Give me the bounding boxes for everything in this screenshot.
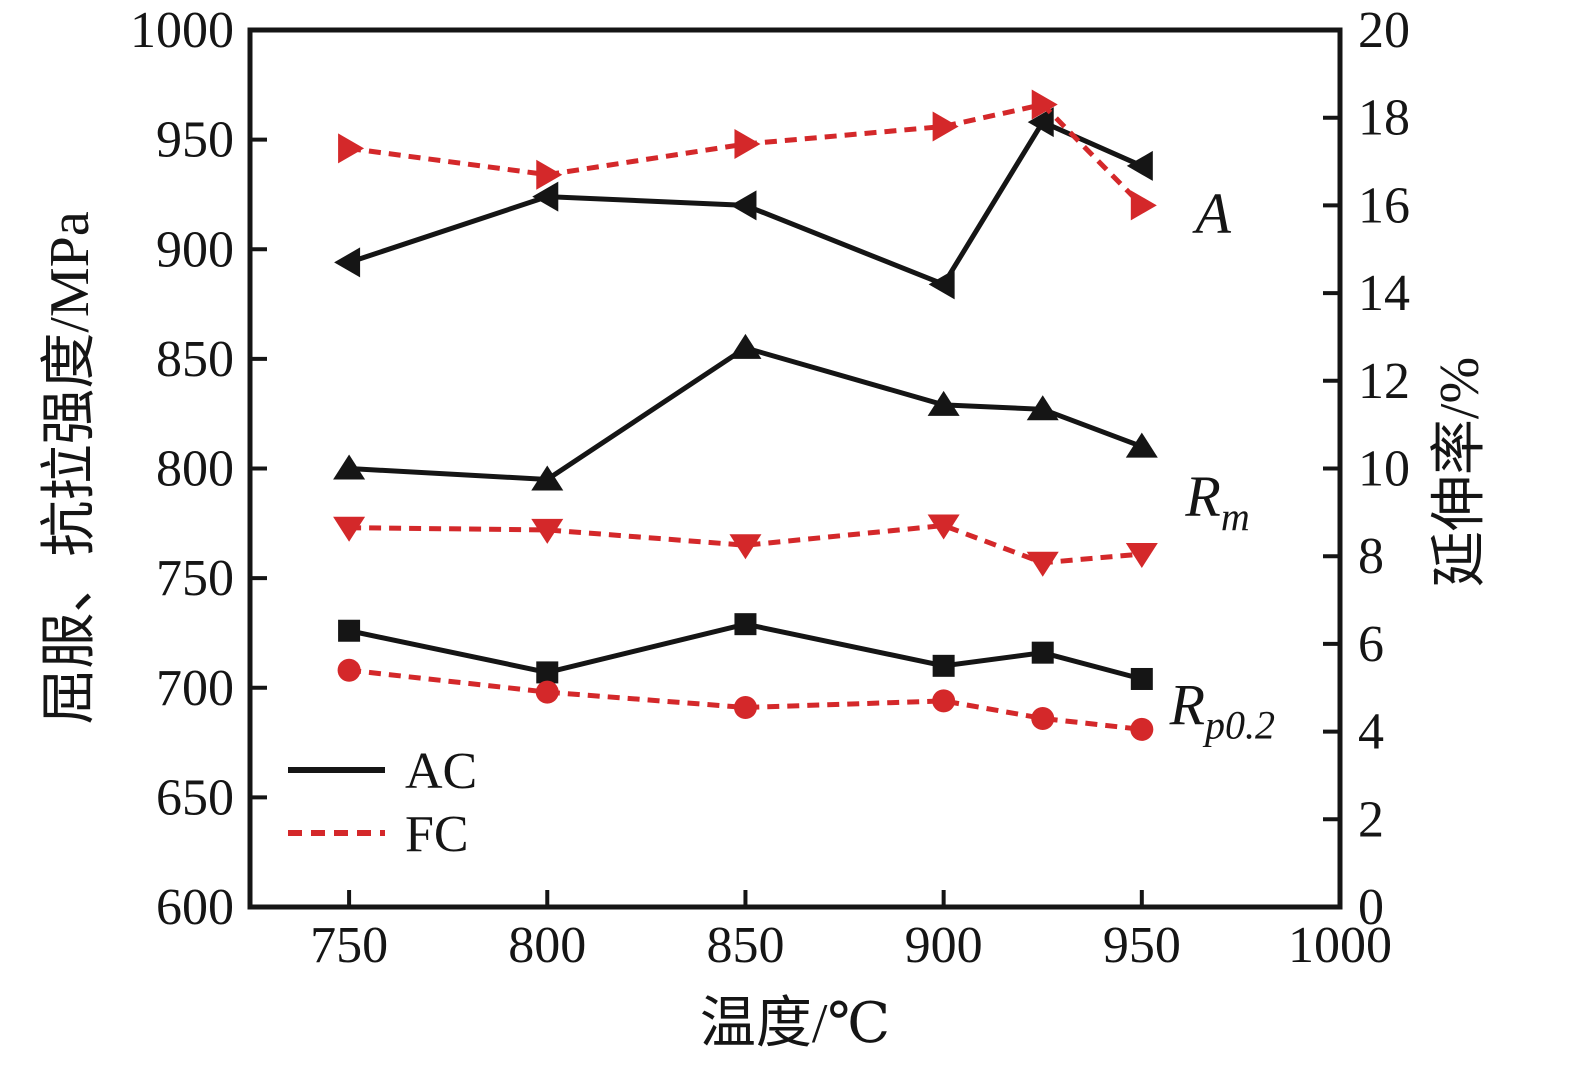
marker-triangle-down bbox=[1125, 543, 1158, 569]
y-right-axis-title: 延伸率/% bbox=[1429, 357, 1491, 587]
marker-circle bbox=[535, 680, 559, 704]
marker-circle bbox=[337, 658, 361, 682]
y-left-tick-label: 900 bbox=[156, 221, 234, 278]
marker-triangle-down bbox=[729, 534, 762, 560]
marker-triangle-left bbox=[928, 269, 955, 300]
y-left-tick-label: 1000 bbox=[130, 2, 234, 59]
series-label-a: A bbox=[1191, 181, 1231, 246]
marker-triangle-right bbox=[734, 129, 761, 160]
y-left-tick-label: 650 bbox=[156, 769, 234, 826]
y-right-tick-label: 20 bbox=[1358, 2, 1410, 59]
series-line-rm-ac bbox=[348, 345, 1143, 483]
x-axis-tick-label: 950 bbox=[1103, 917, 1181, 974]
y-right-tick-label: 12 bbox=[1358, 353, 1410, 410]
x-axis-title: 温度/℃ bbox=[700, 993, 890, 1055]
y-left-tick-label: 750 bbox=[156, 550, 234, 607]
series-label-rm: Rm bbox=[1184, 464, 1249, 539]
y-right-tick-label: 6 bbox=[1358, 616, 1384, 673]
marker-triangle-right bbox=[932, 111, 959, 142]
x-axis-tick-label: 900 bbox=[905, 917, 983, 974]
y-right-tick-label: 10 bbox=[1358, 441, 1410, 498]
y-right-tick-label: 4 bbox=[1358, 704, 1384, 761]
y-right-tick-label: 14 bbox=[1358, 265, 1410, 322]
marker-triangle-right bbox=[1031, 89, 1058, 120]
y-right-tick-label: 18 bbox=[1358, 90, 1410, 147]
marker-circle bbox=[733, 695, 757, 719]
legend-label-ac: AC bbox=[405, 743, 477, 800]
x-axis-tick-label: 800 bbox=[508, 917, 586, 974]
marker-triangle-up bbox=[1125, 432, 1158, 458]
y-left-tick-label: 700 bbox=[156, 660, 234, 717]
x-axis-tick-label: 1000 bbox=[1288, 917, 1392, 974]
y-right-tick-label: 0 bbox=[1358, 879, 1384, 936]
marker-square bbox=[734, 613, 757, 636]
series-line-rp02-fc bbox=[348, 667, 1143, 732]
y-right-tick-label: 8 bbox=[1358, 528, 1384, 585]
series-line-a-fc bbox=[348, 101, 1144, 208]
marker-triangle-left bbox=[1126, 150, 1153, 181]
marker-triangle-left bbox=[334, 247, 361, 278]
marker-triangle-right bbox=[338, 133, 365, 164]
marker-triangle-up bbox=[531, 465, 564, 491]
marker-square bbox=[1031, 641, 1054, 664]
marker-triangle-right bbox=[536, 159, 563, 190]
marker-triangle-right bbox=[1130, 190, 1157, 221]
marker-square bbox=[1130, 667, 1153, 690]
marker-circle bbox=[1031, 706, 1055, 730]
series-line-rp02-ac bbox=[348, 621, 1143, 682]
series-line-a-ac bbox=[348, 118, 1143, 288]
y-right-tick-label: 16 bbox=[1358, 177, 1410, 234]
marker-triangle-up bbox=[1026, 395, 1059, 421]
marker-triangle-up bbox=[927, 390, 960, 416]
marker-triangle-down bbox=[531, 518, 564, 544]
series-line-rm-fc bbox=[349, 522, 1143, 566]
marker-triangle-down bbox=[333, 516, 366, 542]
marker-square bbox=[536, 661, 559, 684]
marker-triangle-left bbox=[532, 181, 559, 212]
marker-triangle-up bbox=[729, 333, 762, 359]
series-label-rp0.2: Rp0.2 bbox=[1169, 672, 1275, 747]
y-left-tick-label: 600 bbox=[156, 879, 234, 936]
marker-triangle-left bbox=[730, 190, 757, 221]
y-left-axis-title: 屈服、抗拉强度/MPa bbox=[39, 211, 101, 724]
y-left-tick-label: 850 bbox=[156, 331, 234, 388]
marker-circle bbox=[1130, 717, 1154, 741]
y-right-tick-label: 2 bbox=[1358, 791, 1384, 848]
y-left-tick-label: 800 bbox=[156, 441, 234, 498]
marker-triangle-down bbox=[927, 514, 960, 540]
marker-triangle-up bbox=[333, 454, 366, 480]
marker-triangle-down bbox=[1026, 551, 1059, 577]
x-axis-tick-label: 750 bbox=[310, 917, 388, 974]
marker-square bbox=[338, 619, 361, 642]
marker-square bbox=[932, 654, 955, 677]
legend-label-fc: FC bbox=[405, 806, 469, 863]
y-left-tick-label: 950 bbox=[156, 112, 234, 169]
marker-circle bbox=[932, 689, 956, 713]
marker-triangle-left bbox=[1027, 107, 1054, 138]
x-axis-tick-label: 850 bbox=[706, 917, 784, 974]
